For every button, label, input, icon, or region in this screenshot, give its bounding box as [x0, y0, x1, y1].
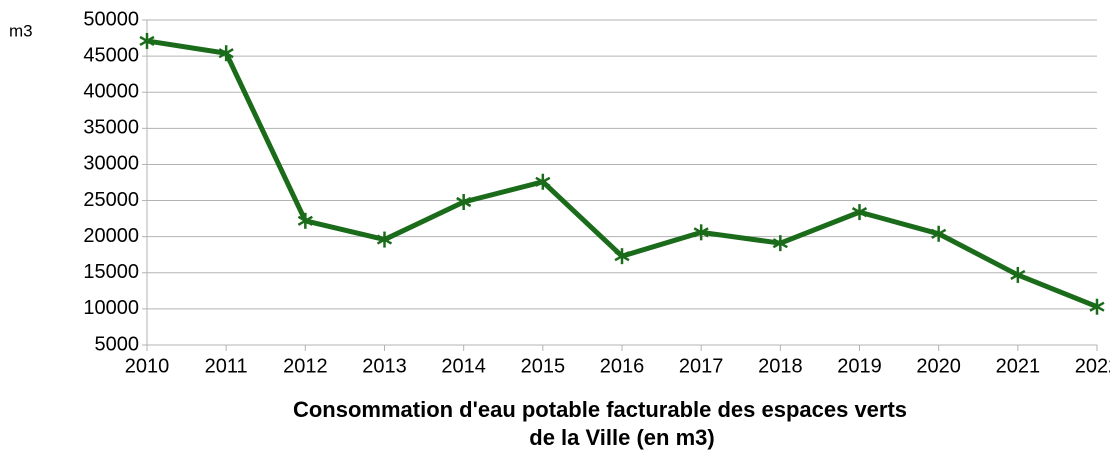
x-tick-label: 2016	[600, 355, 645, 377]
data-point	[693, 224, 709, 241]
x-tick-label: 2022	[1075, 355, 1110, 377]
data-point	[851, 204, 868, 221]
x-tick-label: 2017	[679, 355, 724, 377]
y-tick-label: 30000	[83, 153, 139, 175]
data-point	[535, 173, 551, 190]
data-point	[297, 212, 313, 229]
x-tick-label: 2013	[362, 355, 407, 377]
data-point	[614, 248, 630, 265]
marker-stroke	[297, 215, 313, 226]
chart-title: Consommation d'eau potable facturable de…	[293, 397, 907, 422]
marker-stroke	[456, 196, 472, 208]
data-point	[1010, 266, 1026, 283]
x-tick-label: 2014	[441, 355, 486, 377]
marker-stroke	[535, 176, 551, 187]
data-point	[772, 235, 788, 252]
y-axis-unit: m3	[9, 21, 33, 40]
y-tick-label: 10000	[83, 297, 139, 319]
y-tick-label: 25000	[83, 189, 139, 211]
x-tick-label: 2020	[916, 355, 961, 377]
x-tick-label: 2019	[837, 355, 882, 377]
data-point	[376, 231, 393, 248]
y-tick-label: 40000	[83, 81, 139, 103]
marker-stroke	[772, 238, 788, 249]
data-point	[1089, 298, 1105, 315]
marker-stroke	[614, 251, 630, 262]
chart-title: de la Ville (en m3)	[529, 425, 714, 450]
data-point	[139, 32, 155, 49]
x-tick-label: 2015	[521, 355, 566, 377]
marker-stroke	[1010, 269, 1026, 281]
y-tick-label: 45000	[83, 44, 139, 66]
data-point	[456, 194, 472, 210]
marker-stroke	[376, 234, 393, 245]
x-tick-label: 2012	[283, 355, 328, 377]
x-tick-label: 2021	[996, 355, 1041, 377]
marker-stroke	[851, 207, 868, 218]
x-tick-label: 2010	[125, 355, 170, 377]
y-tick-label: 15000	[83, 261, 139, 283]
y-tick-label: 50000	[83, 8, 139, 30]
marker-stroke	[218, 48, 234, 59]
y-tick-label: 35000	[83, 117, 139, 139]
data-line	[146, 38, 1098, 310]
x-tick-label: 2018	[758, 355, 803, 377]
x-tick-label: 2011	[205, 355, 248, 377]
marker-stroke	[693, 227, 709, 238]
marker-stroke	[931, 228, 947, 239]
marker-stroke	[139, 35, 155, 47]
data-point	[931, 225, 947, 242]
data-point	[218, 45, 234, 62]
y-tick-label: 5000	[95, 333, 140, 355]
marker-stroke	[1089, 301, 1105, 312]
y-tick-label: 20000	[83, 225, 139, 247]
